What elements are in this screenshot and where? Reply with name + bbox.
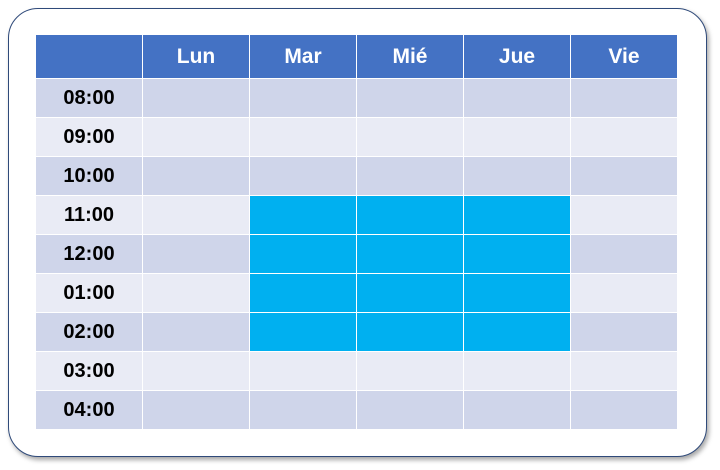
empty-slot[interactable]	[570, 78, 678, 118]
time-label: 03:00	[35, 351, 143, 391]
empty-slot[interactable]	[142, 273, 250, 313]
time-label: 01:00	[35, 273, 143, 313]
header-row: Lun Mar Mié Jue Vie	[35, 34, 678, 79]
empty-slot[interactable]	[570, 117, 678, 157]
booked-slot[interactable]	[463, 234, 571, 274]
empty-slot[interactable]	[463, 156, 571, 196]
time-row: 12:00	[35, 234, 678, 274]
empty-slot[interactable]	[142, 234, 250, 274]
empty-slot[interactable]	[249, 351, 357, 391]
empty-slot[interactable]	[570, 156, 678, 196]
empty-slot[interactable]	[463, 117, 571, 157]
booked-slot[interactable]	[463, 312, 571, 352]
empty-slot[interactable]	[356, 390, 464, 430]
empty-slot[interactable]	[142, 156, 250, 196]
booked-slot[interactable]	[356, 273, 464, 313]
schedule-body: 08:00 09:00 10:00 11:00 12:00 01:00 02:00 03:00…	[35, 78, 678, 430]
booked-slot[interactable]	[356, 312, 464, 352]
empty-slot[interactable]	[570, 273, 678, 313]
empty-slot[interactable]	[142, 312, 250, 352]
empty-slot[interactable]	[356, 117, 464, 157]
time-row: 11:00	[35, 195, 678, 235]
time-row: 08:00	[35, 78, 678, 118]
empty-slot[interactable]	[142, 117, 250, 157]
booked-slot[interactable]	[356, 234, 464, 274]
booked-slot[interactable]	[463, 273, 571, 313]
time-label: 11:00	[35, 195, 143, 235]
empty-slot[interactable]	[249, 78, 357, 118]
day-header-mie: Mié	[356, 34, 464, 79]
empty-slot[interactable]	[142, 390, 250, 430]
time-label: 04:00	[35, 390, 143, 430]
empty-slot[interactable]	[249, 390, 357, 430]
empty-slot[interactable]	[249, 117, 357, 157]
empty-slot[interactable]	[142, 78, 250, 118]
schedule-table: Lun Mar Mié Jue Vie 08:00 09:00 10:00 11:00…	[35, 34, 678, 430]
empty-slot[interactable]	[570, 312, 678, 352]
empty-slot[interactable]	[356, 351, 464, 391]
empty-slot[interactable]	[570, 390, 678, 430]
day-header-vie: Vie	[570, 34, 678, 79]
empty-slot[interactable]	[142, 351, 250, 391]
time-row: 09:00	[35, 117, 678, 157]
empty-slot[interactable]	[142, 195, 250, 235]
empty-slot[interactable]	[570, 351, 678, 391]
time-row: 10:00	[35, 156, 678, 196]
empty-slot[interactable]	[463, 78, 571, 118]
empty-slot[interactable]	[463, 351, 571, 391]
booked-slot[interactable]	[463, 195, 571, 235]
booked-slot[interactable]	[249, 312, 357, 352]
day-header-jue: Jue	[463, 34, 571, 79]
time-row: 01:00	[35, 273, 678, 313]
booked-slot[interactable]	[249, 234, 357, 274]
time-row: 02:00	[35, 312, 678, 352]
empty-slot[interactable]	[463, 390, 571, 430]
time-row: 03:00	[35, 351, 678, 391]
booked-slot[interactable]	[249, 195, 357, 235]
time-label: 09:00	[35, 117, 143, 157]
empty-slot[interactable]	[356, 78, 464, 118]
time-label: 08:00	[35, 78, 143, 118]
day-header-lun: Lun	[142, 34, 250, 79]
time-row: 04:00	[35, 390, 678, 430]
time-label: 12:00	[35, 234, 143, 274]
day-header-mar: Mar	[249, 34, 357, 79]
corner-header	[35, 34, 143, 79]
time-label: 02:00	[35, 312, 143, 352]
empty-slot[interactable]	[570, 234, 678, 274]
empty-slot[interactable]	[570, 195, 678, 235]
empty-slot[interactable]	[249, 156, 357, 196]
booked-slot[interactable]	[249, 273, 357, 313]
booked-slot[interactable]	[356, 195, 464, 235]
empty-slot[interactable]	[356, 156, 464, 196]
time-label: 10:00	[35, 156, 143, 196]
